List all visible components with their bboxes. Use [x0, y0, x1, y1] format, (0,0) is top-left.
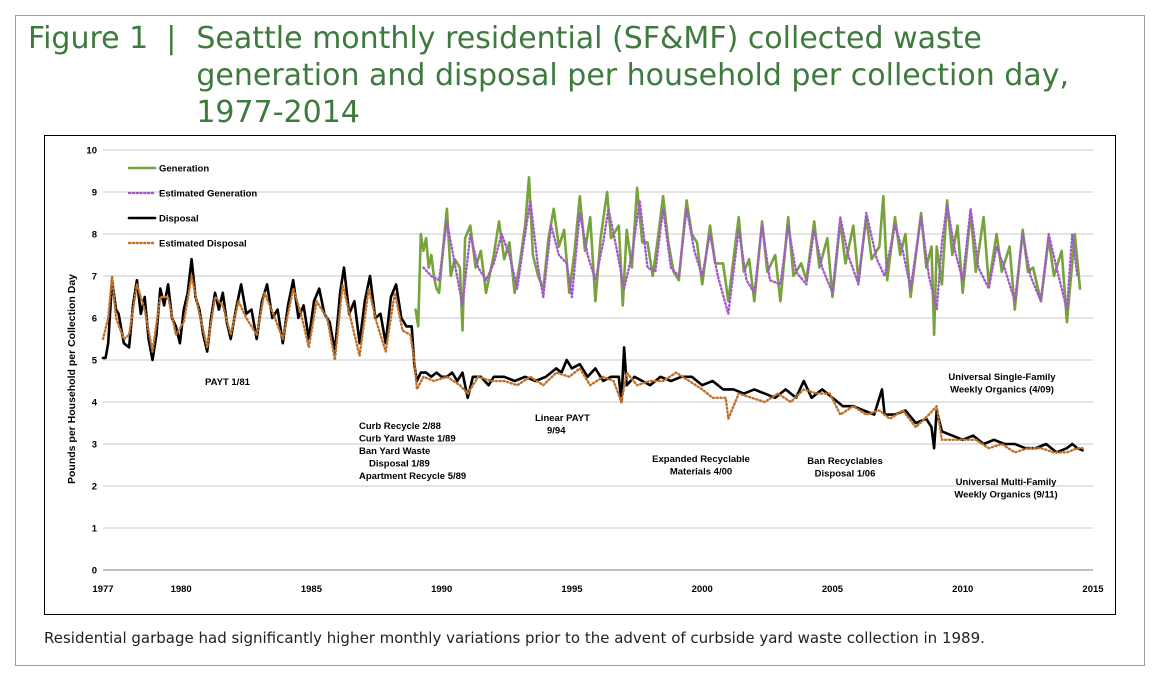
y-tick-label: 9	[92, 188, 97, 199]
annotation-line: PAYT 1/81	[205, 377, 251, 388]
y-tick-label: 3	[92, 440, 97, 451]
annotation-line: Linear PAYT	[535, 413, 590, 424]
y-tick-label: 5	[92, 356, 98, 367]
annotation-linear: Linear PAYT 9/94	[535, 413, 590, 437]
legend: Generation Estimated Generation Disposal Es…	[127, 164, 257, 250]
figure-caption: Residential garbage had significantly hi…	[44, 629, 985, 647]
chart-container: 0 1 2 3 4 5 6 7 8 9 10 1977 1980 1985 1990 1995 2000 2005…	[44, 135, 1116, 615]
x-tick-label: 1985	[301, 584, 323, 595]
series-line-generation	[414, 176, 1082, 337]
y-tick-label: 6	[92, 314, 97, 325]
y-tick-label: 7	[92, 272, 97, 283]
annotations: PAYT 1/81 Curb Recycle 2/88 Curb Yard Wast…	[205, 372, 1058, 501]
series-line-estimated-generation	[422, 199, 1079, 315]
gridlines	[103, 149, 1093, 529]
y-tick-label: 8	[92, 230, 97, 241]
series-lines	[101, 176, 1084, 454]
legend-label: Generation	[159, 164, 209, 175]
annotation-line: Ban Recyclables	[807, 456, 883, 467]
annotation-line: Materials 4/00	[670, 467, 732, 478]
annotation-line: Weekly Organics (4/09)	[950, 385, 1054, 396]
annotation-expanded: Expanded Recyclable Materials 4/00	[652, 454, 750, 478]
axes: 0 1 2 3 4 5 6 7 8 9 10 1977 1980 1985 1990 1995 2000 2005…	[86, 146, 1104, 596]
y-tick-label: 4	[92, 398, 98, 409]
annotation-line: Apartment Recycle 5/89	[359, 471, 466, 482]
annotation-line: 9/94	[547, 426, 566, 437]
annotation-line: Curb Recycle 2/88	[359, 421, 441, 432]
title-separator: |	[166, 21, 177, 56]
x-tick-label: 1980	[171, 584, 192, 595]
line-chart: 0 1 2 3 4 5 6 7 8 9 10 1977 1980 1985 1990 1995 2000 2005…	[66, 146, 1104, 596]
annotation-line: Universal Single-Family	[948, 372, 1056, 383]
x-tick-label: 1990	[431, 584, 452, 595]
x-tick-label: 2010	[952, 584, 973, 595]
y-axis-label: Pounds per Household per Collection Day	[66, 274, 78, 484]
figure-title: Figure 1 | Seattle monthly residential (…	[28, 20, 1096, 131]
x-tick-label: 2015	[1082, 584, 1104, 595]
y-tick-label: 1	[92, 524, 98, 535]
annotation-line: Weekly Organics (9/11)	[954, 490, 1057, 501]
legend-label: Disposal	[159, 214, 199, 225]
y-tick-label: 2	[92, 482, 97, 493]
figure-frame	[15, 15, 1145, 666]
annotation-line: Curb Yard Waste 1/89	[359, 434, 456, 445]
legend-label: Estimated Generation	[159, 189, 257, 200]
y-tick-label: 0	[92, 566, 97, 577]
x-tick-label: 1977	[92, 584, 113, 595]
legend-label: Estimated Disposal	[159, 239, 247, 250]
series-line-estimated-disposal	[101, 274, 1084, 454]
y-tick-label: 10	[86, 146, 97, 157]
figure-number: Figure 1	[28, 21, 149, 56]
annotation-sf-organics: Universal Single-Family Weekly Organics (…	[948, 372, 1056, 396]
annotation-mf-organics: Universal Multi-Family Weekly Organics (9…	[954, 477, 1057, 501]
annotation-line: Expanded Recyclable	[652, 454, 750, 465]
x-tick-label: 2000	[692, 584, 713, 595]
x-tick-label: 1995	[561, 584, 583, 595]
x-tick-label: 2005	[822, 584, 844, 595]
annotation-line: Ban Yard Waste	[359, 446, 430, 457]
annotation-line: Universal Multi-Family	[956, 477, 1058, 488]
annotation-ban: Ban Recyclables Disposal 1/06	[807, 456, 883, 480]
annotation-curb: Curb Recycle 2/88 Curb Yard Waste 1/89 Ban…	[359, 421, 466, 482]
figure-title-text: Seattle monthly residential (SF&MF) coll…	[196, 21, 1069, 130]
annotation-line: Disposal 1/06	[815, 469, 876, 480]
annotation-line: Disposal 1/89	[369, 459, 430, 470]
annotation-payt: PAYT 1/81	[205, 377, 251, 388]
